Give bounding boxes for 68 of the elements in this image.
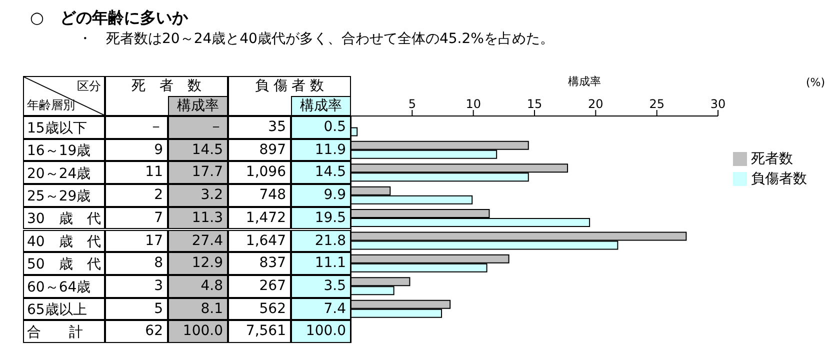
x2-tick-label: 10 <box>466 97 481 111</box>
text: 267 <box>228 274 291 298</box>
text: 7 <box>105 206 168 230</box>
data-label: 4.8 <box>168 274 228 298</box>
data-label: 11.3 <box>168 206 228 230</box>
x2-tick-label: 5 <box>408 97 416 111</box>
text: 構成率 <box>168 96 228 116</box>
data-label: 0.5 <box>291 116 351 139</box>
text: － <box>105 116 168 139</box>
y-tick-label: 25～29歳 <box>27 188 91 204</box>
text: 62 <box>105 320 168 343</box>
text: 100.0 <box>306 323 346 340</box>
x-axis-title: 構成率 <box>567 74 602 89</box>
text: 構成率 <box>291 96 351 116</box>
y-tick-label: 65歳以上 <box>27 302 87 318</box>
y-tick-label: 60～64歳 <box>27 279 91 296</box>
text: 5 <box>105 298 168 320</box>
x2-tick-label: 20 <box>588 97 604 111</box>
x2-tick-label: 30 <box>710 97 726 111</box>
y-tick-label: 20～24歳 <box>27 166 91 182</box>
text: ○ どの年齢に多いか <box>30 8 188 29</box>
legend-label: 負傷者数 <box>751 171 807 187</box>
text: 7,561 <box>228 320 291 343</box>
text: 1,647 <box>228 230 291 252</box>
data-label: 21.8 <box>291 230 351 252</box>
y-tick-label: 50 歳 代 <box>27 256 101 273</box>
chart-subtitle: ・ 死者数は20～24歳と40歳代が多く、合わせて全体の45.2%を占めた。 <box>78 30 554 48</box>
text: 負 傷 者 数 <box>254 78 324 94</box>
data-label: 7.4 <box>291 298 351 320</box>
text: 2 <box>105 184 168 207</box>
y-tick-label: 40 歳 代 <box>27 234 101 250</box>
text: 1,472 <box>228 206 291 230</box>
x2-tick-label: 25 <box>649 97 664 111</box>
text: 897 <box>228 138 291 162</box>
text: 562 <box>228 298 291 320</box>
text: 年齢層別 <box>27 97 75 114</box>
data-label: 14.5 <box>291 161 351 184</box>
text: 35 <box>228 116 291 139</box>
text: 837 <box>228 252 291 275</box>
data-label: 3.5 <box>291 274 351 298</box>
data-label: 19.5 <box>291 206 351 230</box>
data-label: 17.7 <box>168 161 228 184</box>
text: 9 <box>105 138 168 162</box>
legend-label: 死者数 <box>751 151 793 167</box>
y-tick-label: 30 歳 代 <box>27 211 101 228</box>
x2-tick-label: 15 <box>526 97 542 111</box>
text: － <box>209 119 223 135</box>
text: 11 <box>105 161 168 184</box>
data-label: 12.9 <box>168 252 228 275</box>
data-label: 9.9 <box>291 184 351 207</box>
data-label: 27.4 <box>168 230 228 252</box>
y-tick-label: 合 計 <box>27 324 83 341</box>
data-label: 3.2 <box>168 184 228 207</box>
text: 17 <box>105 230 168 252</box>
text: 748 <box>228 184 291 207</box>
y-tick-label: 15歳以下 <box>27 120 87 136</box>
data-label: 14.5 <box>168 138 228 162</box>
text: 100.0 <box>182 323 223 340</box>
text: (%) <box>806 76 826 89</box>
text: 3 <box>105 274 168 298</box>
data-label: 11.9 <box>291 138 351 162</box>
y-tick-label: 16～19歳 <box>27 143 91 160</box>
text: 区分 <box>77 78 101 95</box>
data-label: 8.1 <box>168 298 228 320</box>
text: 1,096 <box>228 161 291 184</box>
data-label: 11.1 <box>291 252 351 275</box>
text: 死 者 数 <box>132 78 202 94</box>
text: 8 <box>105 252 168 275</box>
